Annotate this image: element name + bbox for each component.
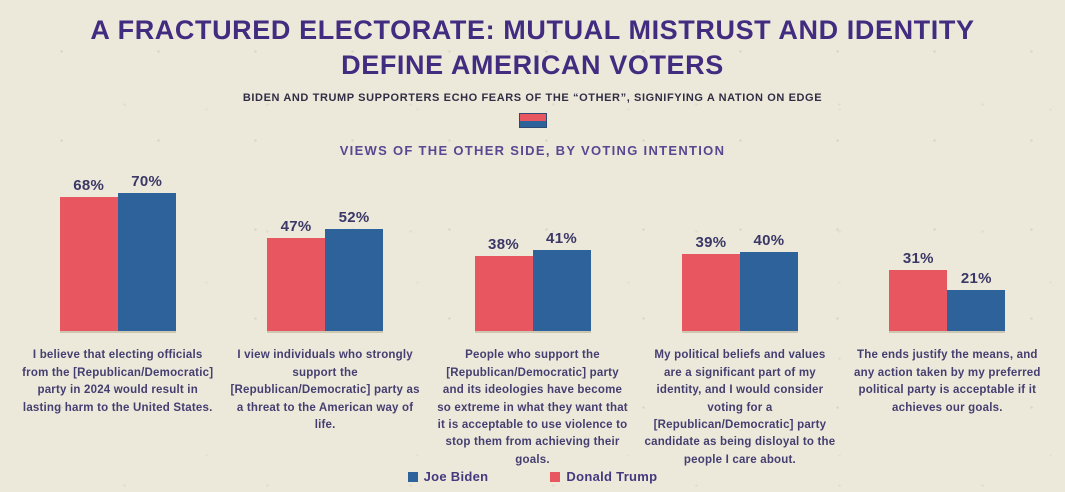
bar-unit-donald-trump: 68% [59,177,118,332]
bar-unit-joe-biden: 41% [532,230,591,332]
bar-group: 39% 40% [636,166,843,332]
chart-captions: I believe that electing officials from t… [0,347,1065,467]
bar-unit-joe-biden: 40% [739,232,798,332]
bar-value-label: 41% [546,230,577,248]
bar-chart: 68% 70% 47% 52% 38% 41% 39% 40% 31% 21% [0,166,1065,332]
header: A FRACTURED ELECTORATE: MUTUAL MISTRUST … [0,0,1065,158]
bar-value-label: 31% [902,250,934,268]
legend-label: Donald Trump [566,469,658,485]
bar-group-caption: My political beliefs and values are a si… [644,349,836,466]
bar-unit-donald-trump: 39% [681,234,740,332]
bar-unit-joe-biden: 52% [325,209,384,332]
bar-value-label: 47% [280,218,312,236]
bar-value-label: 68% [73,177,105,195]
legend-swatch-icon [407,471,418,482]
legend-item-donald-trump: Donald Trump [550,469,657,484]
legend-swatch-icon [550,471,561,482]
bar-joe-biden [947,290,1006,332]
bar-group-caption: The ends justify the means, and any acti… [854,349,1041,414]
page-subtitle: BIDEN AND TRUMP SUPPORTERS ECHO FEARS OF… [242,92,823,105]
bar-pair: 47% 52% [267,166,384,332]
legend-item-joe-biden: Joe Biden [407,469,489,485]
bar-pair: 39% 40% [681,166,798,332]
bar-group: 38% 41% [429,166,636,332]
flag-icon [518,113,547,129]
bar-value-label: 38% [488,236,519,254]
bar-group-caption: People who support the [Republican/Democ… [437,349,628,466]
legend-label: Joe Biden [423,469,489,485]
bar-value-label: 52% [338,209,370,227]
bar-joe-biden [739,252,798,332]
bar-value-label: 39% [695,234,727,252]
bar-donald-trump [59,197,118,332]
page-title-line2: DEFINE AMERICAN VOTERS [341,49,724,80]
bar-unit-donald-trump: 47% [267,218,326,332]
chart-heading: VIEWS OF THE OTHER SIDE, BY VOTING INTEN… [339,143,726,159]
bar-value-label: 21% [960,270,992,288]
bar-group-caption: I view individuals who strongly support … [230,349,420,431]
bar-group: 68% 70% [14,166,221,332]
bar-unit-donald-trump: 31% [889,250,948,332]
bar-donald-trump [267,238,326,332]
bar-unit-joe-biden: 21% [947,270,1006,332]
bar-joe-biden [117,193,176,332]
flag-blue-stripe [519,120,546,128]
chart-legend: Joe Biden Donald Trump [0,469,1065,484]
bar-donald-trump [474,256,533,332]
bar-group: 47% 52% [221,166,428,332]
bar-joe-biden [325,229,384,332]
bar-unit-joe-biden: 70% [117,173,176,332]
bar-joe-biden [532,250,591,332]
page-title: A FRACTURED ELECTORATE: MUTUAL MISTRUST … [0,13,1065,82]
bar-group: 31% 21% [844,166,1051,332]
page-title-line1: A FRACTURED ELECTORATE: MUTUAL MISTRUST … [90,15,975,45]
bar-value-label: 40% [753,232,785,250]
flag-red-stripe [519,114,546,121]
bar-donald-trump [889,270,948,332]
bar-pair: 31% 21% [889,166,1006,332]
bar-pair: 68% 70% [59,166,176,332]
bar-unit-donald-trump: 38% [474,236,533,332]
bar-pair: 38% 41% [474,166,591,332]
bar-value-label: 70% [131,173,163,191]
bar-donald-trump [681,254,740,332]
bar-group-caption: I believe that electing officials from t… [22,349,214,414]
